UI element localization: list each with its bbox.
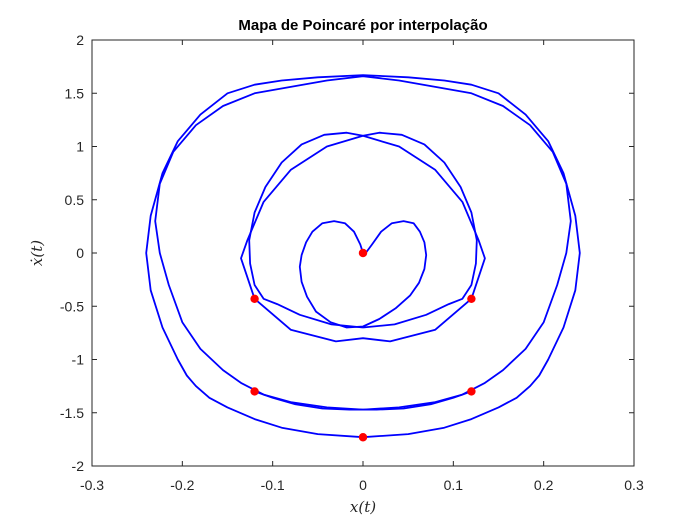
trajectory-line-6 bbox=[254, 390, 472, 411]
trajectory-line-4 bbox=[145, 74, 581, 439]
x-tick-label: 0.3 bbox=[624, 477, 644, 493]
trajectory-line-3 bbox=[240, 134, 486, 343]
x-tick-label: 0 bbox=[359, 477, 367, 493]
marker-layer bbox=[250, 248, 476, 442]
poincare-point bbox=[467, 294, 476, 303]
x-tick-label: -0.1 bbox=[261, 477, 285, 493]
y-tick-label: 1.5 bbox=[65, 85, 85, 101]
y-tick-label: 2 bbox=[76, 32, 84, 48]
x-axis-label: x(t) bbox=[350, 498, 376, 516]
y-axis-ticks: -2 -1.5 -1 -0.5 0 0.5 1 1.5 2 bbox=[60, 32, 634, 474]
y-tick-label: -1 bbox=[72, 352, 85, 368]
y-tick-label: 0 bbox=[76, 245, 84, 261]
y-tick-label: -1.5 bbox=[60, 405, 84, 421]
trajectory-line-1 bbox=[298, 220, 428, 329]
poincare-point bbox=[358, 433, 368, 442]
y-axis-label: ẋ(t) bbox=[28, 240, 46, 266]
x-axis-ticks: -0.3 -0.2 -0.1 0 0.1 0.2 0.3 bbox=[80, 40, 644, 493]
y-tick-label: -0.5 bbox=[60, 298, 84, 314]
y-tick-label: 1 bbox=[76, 139, 84, 155]
poincare-point bbox=[467, 387, 476, 396]
x-tick-label: 0.2 bbox=[534, 477, 554, 493]
x-tick-label: -0.2 bbox=[170, 477, 194, 493]
poincare-point bbox=[358, 248, 368, 258]
trajectory-line-5 bbox=[154, 75, 572, 411]
chart-title: Mapa de Poincaré por interpolação bbox=[238, 17, 487, 34]
poincare-point bbox=[250, 294, 259, 303]
x-tick-label: -0.3 bbox=[80, 477, 104, 493]
series-layer bbox=[145, 74, 581, 439]
y-tick-label: 0.5 bbox=[65, 192, 85, 208]
x-tick-label: 0.1 bbox=[444, 477, 464, 493]
y-tick-label: -2 bbox=[72, 458, 85, 474]
poincare-point bbox=[250, 387, 259, 396]
